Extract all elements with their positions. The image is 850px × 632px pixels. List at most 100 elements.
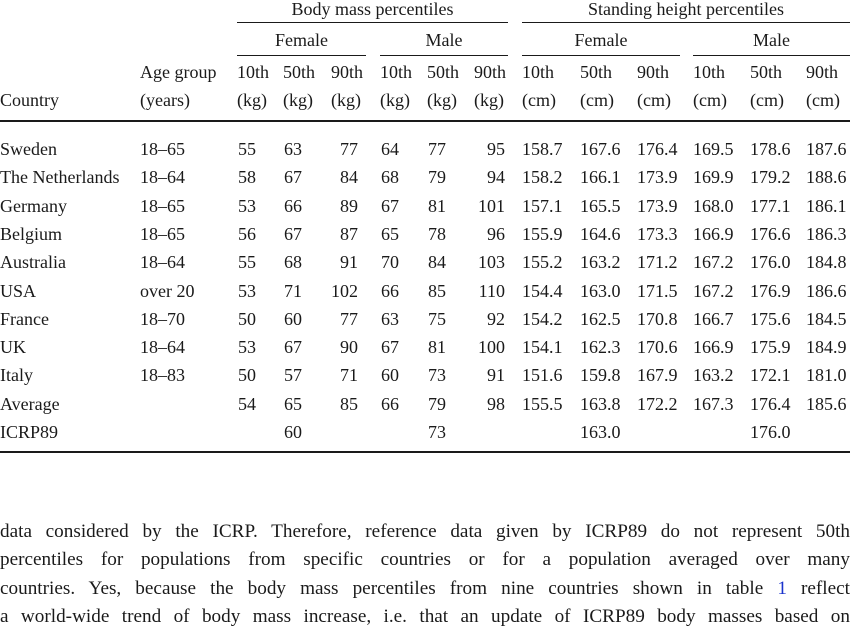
table-cell: 176.0 (750, 422, 791, 442)
table-cell: 60 (284, 422, 302, 442)
header-unit: (kg) (237, 90, 267, 110)
table-cell: 155.9 (522, 223, 563, 244)
table-cell: 168.0 (693, 195, 734, 216)
table-cell: 91 (340, 252, 358, 273)
header-sh-male: Male (753, 30, 790, 50)
table-cell: 176.4 (750, 393, 791, 414)
table-cell: 176.0 (750, 252, 791, 273)
header-unit: (cm) (637, 90, 671, 110)
header-unit: (kg) (380, 90, 410, 110)
row-age-group: 18–70 (140, 308, 185, 329)
header-percentile: 50th (283, 62, 316, 82)
table-cell: 176.4 (637, 139, 678, 159)
header-body-mass: Body mass percentiles (291, 0, 454, 19)
header-percentile: 90th (474, 62, 507, 82)
table-cell: 66 (381, 393, 399, 414)
paragraph-line: data considered by the ICRP. Therefore, … (0, 521, 850, 542)
table-cell: 177.1 (750, 195, 791, 216)
table-cell: 158.7 (522, 139, 563, 159)
header-standing-height: Standing height percentiles (588, 0, 784, 19)
header-rule (693, 55, 850, 56)
header-rule (237, 22, 508, 23)
table-cell: 75 (428, 308, 446, 329)
table-cell: 94 (487, 167, 505, 188)
table-cell: 89 (340, 195, 358, 216)
table-cell: 90 (340, 337, 358, 358)
table-cell: 73 (428, 365, 446, 386)
table-cell: 92 (487, 308, 505, 329)
table-cell: 167.9 (637, 365, 678, 386)
header-bm-female: Female (275, 30, 328, 50)
table-cell: 154.1 (522, 337, 563, 358)
table-cell: 157.1 (522, 195, 563, 216)
table-cell: 175.6 (750, 308, 791, 329)
header-percentile: 10th (522, 62, 555, 82)
header-percentile: 90th (806, 62, 839, 82)
table-cell: 172.1 (750, 365, 791, 386)
table-cell: 60 (381, 365, 399, 386)
table-cell: 84 (340, 167, 358, 188)
header-age-unit: (years) (140, 90, 190, 110)
table-cell: 173.9 (637, 195, 678, 216)
table-cell: 184.5 (806, 308, 847, 329)
table-cell: 67 (381, 195, 399, 216)
table-cell: 63 (381, 308, 399, 329)
table-cell: 98 (487, 393, 505, 414)
header-unit: (kg) (474, 90, 504, 110)
header-rule (522, 55, 680, 56)
table-cell: 65 (381, 223, 399, 244)
table-cell: 176.6 (750, 223, 791, 244)
table-cell: 96 (487, 223, 505, 244)
table-cell: 173.3 (637, 223, 678, 244)
table-cell: 163.0 (580, 422, 621, 442)
table-cell: 68 (381, 167, 399, 188)
row-age-group: 18–65 (140, 195, 185, 216)
header-percentile: 90th (637, 62, 670, 82)
top-rule (0, 120, 850, 122)
header-unit: (cm) (522, 90, 556, 110)
table-cell: 77 (428, 139, 446, 159)
table-cell: 162.5 (580, 308, 621, 329)
table-cell: 164.6 (580, 223, 621, 244)
header-unit: (kg) (331, 90, 361, 110)
table-cell: 54 (238, 393, 256, 414)
table-cell: 171.5 (637, 280, 678, 301)
table-cell: 176.9 (750, 280, 791, 301)
table-cell: 63 (284, 139, 302, 159)
table-cell: 184.9 (806, 337, 847, 358)
table-cell: 155.5 (522, 393, 563, 414)
table-cell: 163.0 (580, 280, 621, 301)
header-age-group: Age group (140, 62, 217, 82)
header-percentile: 10th (380, 62, 413, 82)
row-age-group: over 20 (140, 280, 195, 301)
table-cell: 85 (340, 393, 358, 414)
table-cell: 58 (238, 167, 256, 188)
row-age-group: 18–83 (140, 365, 185, 386)
table-cell: 91 (487, 365, 505, 386)
table-cell: 65 (284, 393, 302, 414)
table-cell: 186.6 (806, 280, 847, 301)
paragraph-line: countries. Yes, because the body mass pe… (0, 575, 850, 603)
table-cell: 155.2 (522, 252, 563, 273)
table-cell: 81 (428, 195, 446, 216)
table-cell: 85 (428, 280, 446, 301)
table-cell: 159.8 (580, 365, 621, 386)
table-cell: 50 (238, 365, 256, 386)
table-cell: 170.6 (637, 337, 678, 358)
row-age-group: 18–65 (140, 139, 185, 159)
table-reference-link[interactable]: 1 (777, 577, 787, 599)
table-cell: 169.5 (693, 139, 734, 159)
table-cell: 172.2 (637, 393, 678, 414)
table-cell: 67 (284, 167, 302, 188)
table-cell: 66 (381, 280, 399, 301)
table-cell: 77 (340, 139, 358, 159)
table-cell: 100 (478, 337, 505, 358)
table-cell: 77 (340, 308, 358, 329)
row-age-group: 18–64 (140, 167, 185, 188)
header-unit: (kg) (427, 90, 457, 110)
table-cell: 53 (238, 195, 256, 216)
table-cell: 167.2 (693, 280, 734, 301)
paragraph-line: percentiles for populations from specifi… (0, 549, 850, 571)
table-cell: 169.9 (693, 167, 734, 188)
table-cell: 170.8 (637, 308, 678, 329)
